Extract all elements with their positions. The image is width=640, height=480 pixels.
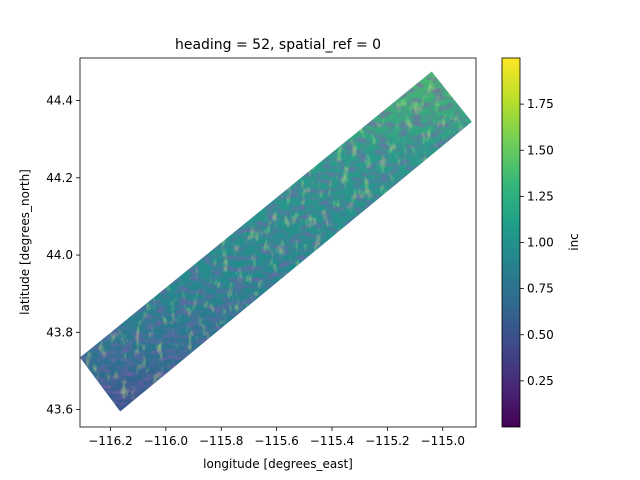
colorbar-tick-label-2: 0.75	[527, 282, 554, 296]
y-tick-label-1: 43.8	[46, 325, 73, 339]
x-tick-label-5: −115.2	[365, 434, 409, 448]
data-swath-highlights	[80, 71, 472, 412]
plot-area	[79, 57, 477, 428]
colorbar-axis: 0.25 0.50 0.75 1.00 1.25 1.50 1.75	[520, 97, 554, 388]
colorbar-tick-label-5: 1.50	[527, 143, 554, 157]
colorbar-tick-label-4: 1.25	[527, 189, 554, 203]
x-tick-label-3: −115.6	[254, 434, 298, 448]
plot-frame	[79, 57, 477, 428]
colorbar-tick-label-3: 1.00	[527, 236, 554, 250]
x-axis-label: longitude [degrees_east]	[203, 457, 353, 471]
colorbar-tick-label-1: 0.50	[527, 328, 554, 342]
x-tick-label-2: −115.8	[199, 434, 243, 448]
x-tick-label-4: −115.4	[310, 434, 354, 448]
x-tick-label-1: −116.0	[144, 434, 188, 448]
colorbar-gradient	[501, 57, 521, 428]
colorbar-tick-label-0: 0.25	[527, 374, 554, 388]
colorbar-tick-label-6: 1.75	[527, 97, 554, 111]
y-tick-label-4: 44.4	[46, 94, 73, 108]
colorbar-label: inc	[567, 233, 581, 251]
y-axis-label: latitude [degrees_north]	[18, 169, 32, 315]
x-tick-label-6: −115.0	[421, 434, 465, 448]
x-axis: −116.2 −116.0 −115.8 −115.6 −115.4 −115.2 −115…	[88, 427, 465, 448]
y-axis: 43.6 43.8 44.0 44.2 44.4	[46, 94, 80, 417]
y-tick-label-2: 44.0	[46, 248, 73, 262]
y-tick-label-0: 43.6	[46, 403, 73, 417]
colorbar: 0.25 0.50 0.75 1.00 1.25 1.50 1.75 inc	[501, 57, 581, 428]
y-tick-label-3: 44.2	[46, 171, 73, 185]
chart-title: heading = 52, spatial_ref = 0	[175, 37, 381, 53]
x-tick-label-0: −116.2	[88, 434, 132, 448]
